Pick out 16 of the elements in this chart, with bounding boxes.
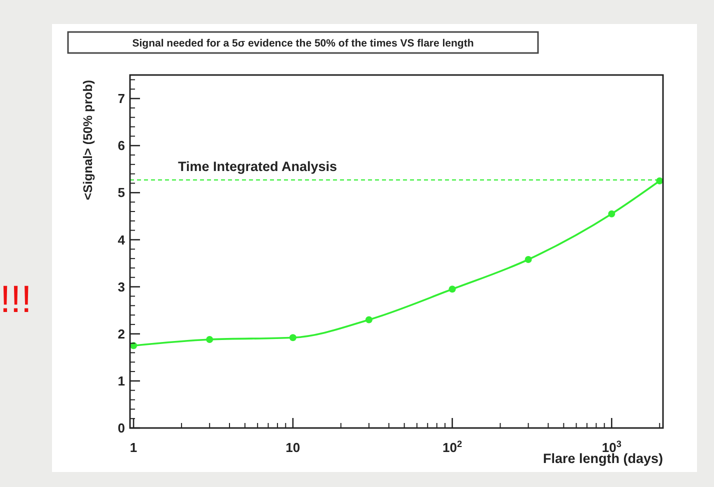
ref-line-label: Time Integrated Analysis: [178, 158, 338, 174]
text: !!!: [0, 279, 32, 321]
y-axis-title: <Signal> (50% prob): [81, 80, 95, 200]
x-tick-label: 10: [286, 440, 300, 455]
y-tick-label: 1: [118, 373, 125, 388]
y-tick-label: 4: [118, 232, 126, 248]
y-tick-label: 2: [118, 326, 125, 342]
x-tick-label: 10$^{2}$: [442, 439, 462, 455]
y-tick-label: 7: [118, 91, 125, 106]
x-axis-title: Flare length (days): [542, 451, 663, 466]
x-tick-label: 1: [130, 440, 138, 455]
y-tick-label: 0: [118, 420, 125, 436]
y-tick-label: 3: [118, 279, 125, 294]
chart-title: Signal needed for a 5σ evidence the 50% of the times VS flare length: [132, 38, 474, 50]
y-tick-label: 5: [118, 185, 125, 200]
y-tick-label: 6: [118, 138, 125, 154]
